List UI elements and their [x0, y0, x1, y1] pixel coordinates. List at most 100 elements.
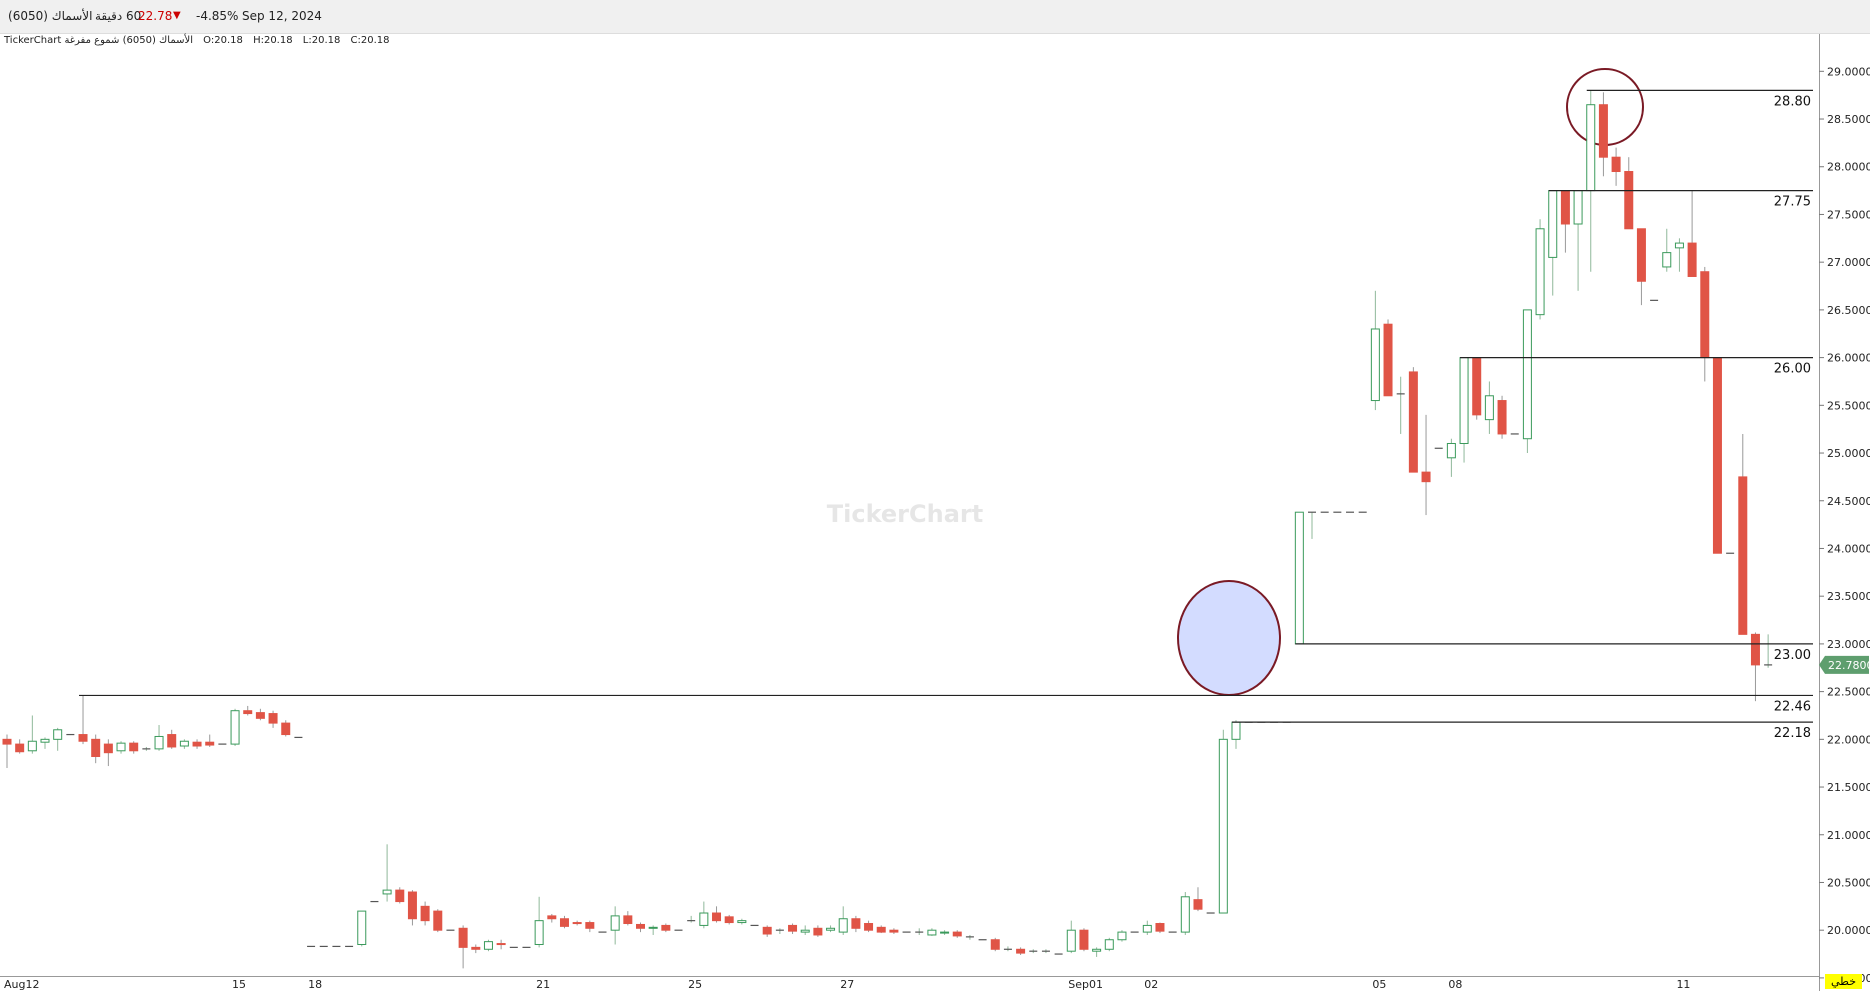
y-tick-label: 21.0000 — [1827, 829, 1870, 842]
x-tick-label: 15 — [232, 978, 246, 991]
candle-body — [864, 923, 874, 931]
level-label: 22.46 — [1774, 699, 1811, 714]
candle-body — [1586, 104, 1596, 192]
candle-body — [1155, 923, 1165, 932]
candle-body — [1548, 190, 1558, 258]
level-label: 26.00 — [1774, 362, 1811, 377]
candle-body — [1446, 442, 1456, 459]
candle-body — [420, 905, 430, 922]
candle-body — [205, 741, 215, 746]
x-tick-label: 08 — [1448, 978, 1462, 991]
candle-body — [1180, 896, 1190, 933]
candle-body — [116, 742, 126, 752]
x-tick-label: Sep01 — [1068, 978, 1103, 991]
candle-body — [1598, 104, 1608, 158]
y-tick-label: 28.5000 — [1827, 113, 1870, 126]
y-tick-label: 26.0000 — [1827, 352, 1870, 365]
candle-body — [1624, 171, 1634, 230]
candle-body — [1092, 948, 1102, 952]
candle-body — [623, 915, 633, 925]
header-bar: الأسماك (6050) 60 دقيقة 22.78 ▼ -4.85% S… — [0, 0, 1870, 34]
candle-body — [27, 740, 37, 752]
candle-body — [788, 924, 798, 932]
candle-body — [1497, 400, 1507, 435]
y-tick-label: 20.0000 — [1827, 924, 1870, 937]
candle-body — [1066, 929, 1076, 952]
candle-body — [1383, 323, 1393, 397]
candle-body — [838, 918, 848, 933]
level-label: 27.75 — [1774, 195, 1811, 210]
candle-body — [762, 926, 772, 935]
candle-body — [1370, 328, 1380, 402]
y-tick-label: 27.0000 — [1827, 256, 1870, 269]
candle-body — [1142, 924, 1152, 933]
candle-body — [1459, 357, 1469, 444]
candle-body — [534, 920, 544, 946]
candle-body — [407, 891, 417, 920]
candle-body — [876, 926, 886, 933]
y-tick-label: 26.5000 — [1827, 304, 1870, 317]
candle-body — [559, 918, 569, 927]
mode-button[interactable]: خطي — [1825, 974, 1862, 989]
candle-body — [357, 910, 367, 946]
level-label: 23.00 — [1774, 648, 1811, 663]
change: -4.85% — [196, 9, 239, 23]
x-tick-label: 18 — [308, 978, 322, 991]
level-label: 28.80 — [1774, 94, 1811, 109]
candle-body — [1104, 939, 1114, 950]
candle-body — [1700, 271, 1710, 359]
candle-body — [2, 738, 12, 745]
level-label: 22.18 — [1774, 726, 1811, 741]
candle-body — [851, 918, 861, 929]
candle-body — [1573, 190, 1583, 225]
y-tick-label: 25.5000 — [1827, 399, 1870, 412]
candle-body — [1231, 721, 1241, 740]
candle-body — [167, 734, 177, 748]
candle-body — [940, 931, 950, 934]
candle-body — [636, 923, 645, 929]
candle-body — [1193, 899, 1203, 910]
candle-body — [572, 922, 582, 925]
candle-body — [1662, 252, 1672, 268]
candle-body — [737, 920, 747, 924]
y-tick-label: 24.5000 — [1827, 495, 1870, 508]
candle-body — [1712, 357, 1722, 554]
candle-body — [1674, 242, 1684, 249]
candle-body — [990, 939, 1000, 950]
candle-body — [103, 743, 113, 754]
close: C:20.18 — [350, 35, 390, 46]
candle-body — [40, 738, 50, 743]
candle-body — [1535, 228, 1545, 316]
high: H:20.18 — [253, 35, 293, 46]
last-price-label: 22.7800 — [1828, 659, 1870, 672]
low: L:20.18 — [302, 35, 341, 46]
candle-body — [826, 927, 836, 931]
candle-body — [952, 931, 962, 937]
candle-body — [648, 926, 658, 929]
candle-body — [610, 915, 620, 931]
candle-body — [179, 740, 189, 747]
candle-body — [1218, 738, 1228, 914]
candle-body — [1472, 357, 1482, 416]
candle-body — [243, 710, 253, 715]
x-tick-label: 05 — [1372, 978, 1386, 991]
down-arrow: ▼ — [173, 10, 181, 21]
y-tick-label: 28.0000 — [1827, 161, 1870, 174]
x-tick-label: Aug12 — [4, 978, 39, 991]
x-tick-label: 25 — [688, 978, 702, 991]
y-tick-label: 23.0000 — [1827, 638, 1870, 651]
candle-body — [78, 734, 88, 742]
date: Sep 12, 2024 — [242, 9, 322, 23]
candle-body — [433, 910, 443, 931]
candle-body — [1294, 511, 1304, 645]
candle-body — [800, 929, 810, 933]
y-tick-label: 20.5000 — [1827, 876, 1870, 889]
candle-body — [1687, 242, 1697, 277]
candle-body — [483, 941, 493, 950]
legend: TickerChart الأسماك (6050) شموع مفرغة O:… — [4, 35, 397, 46]
candle-body — [1016, 948, 1026, 954]
candle-body — [712, 912, 722, 922]
highlight-circle — [1177, 580, 1281, 696]
candle-body — [395, 889, 405, 903]
